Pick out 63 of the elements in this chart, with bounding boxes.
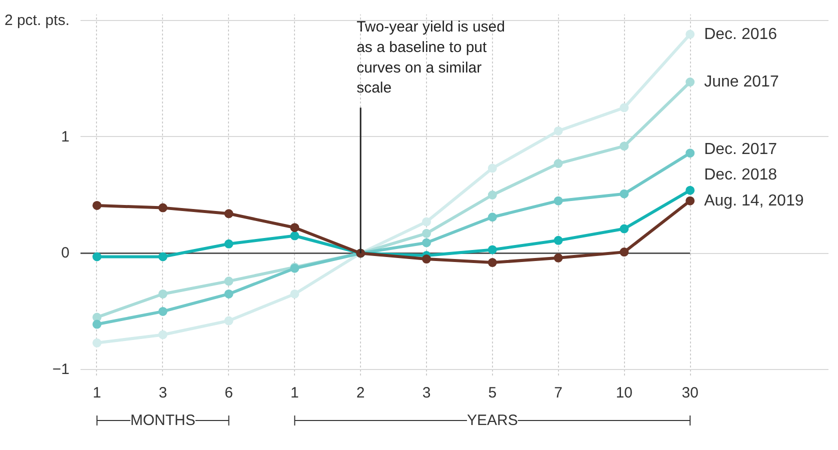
point [422, 228, 431, 238]
x-tick-label: 7 [554, 384, 562, 402]
text: MONTHS [130, 412, 196, 429]
point [158, 330, 168, 340]
point [554, 236, 563, 245]
point [554, 196, 563, 206]
point [686, 196, 695, 206]
point [92, 252, 102, 262]
y-tick-label: 1 [61, 128, 70, 146]
point [620, 224, 629, 234]
x-tick-label: 30 [682, 384, 698, 402]
point [488, 258, 497, 268]
y-tick-label: 0 [61, 244, 70, 262]
point [488, 245, 497, 254]
point [158, 203, 168, 212]
x-tick-label: 1 [92, 384, 102, 402]
point [224, 239, 234, 248]
x-tick-label: 3 [422, 384, 431, 402]
text: YEARS [466, 412, 518, 429]
point [224, 316, 234, 326]
point [224, 289, 234, 298]
x-tick-label: 6 [224, 384, 233, 402]
point [224, 276, 234, 286]
y-tick-label: 2 pct. pts. [4, 12, 70, 29]
point [92, 320, 102, 329]
x-tick-label: 3 [158, 384, 168, 402]
point [488, 190, 497, 200]
series-label: Dec. 2017 [704, 141, 778, 158]
series-label: Aug. 14, 2019 [704, 192, 804, 210]
annotation: Two-year yield is used as a baseline to put curves on a similar scale [356, 18, 505, 97]
point [620, 248, 629, 257]
point [290, 223, 300, 232]
point [158, 289, 168, 298]
point [686, 30, 695, 39]
point [686, 78, 695, 87]
point [686, 148, 695, 158]
series-label: Dec. 2018 [704, 166, 778, 184]
series-label: June 2017 [704, 74, 779, 91]
point [686, 186, 695, 195]
x-tick-label: 2 [356, 384, 365, 402]
point [290, 231, 300, 240]
point [224, 209, 234, 218]
point [488, 212, 497, 222]
point [620, 142, 629, 151]
point [554, 159, 563, 168]
point [554, 126, 563, 136]
point [92, 200, 102, 210]
point [422, 217, 431, 226]
point [92, 338, 102, 348]
x-tick-label: 10 [616, 384, 633, 402]
point [620, 103, 629, 112]
point [158, 306, 168, 316]
point [488, 164, 497, 173]
point [158, 252, 168, 262]
x-tick-label: 5 [488, 384, 497, 402]
point [620, 189, 629, 198]
point [290, 289, 300, 298]
point [554, 253, 563, 262]
series-label: Dec. 2016 [704, 26, 778, 43]
point [422, 254, 431, 264]
point [422, 238, 431, 248]
y-tick-label: −1 [52, 361, 70, 378]
x-tick-label: 1 [290, 384, 299, 402]
